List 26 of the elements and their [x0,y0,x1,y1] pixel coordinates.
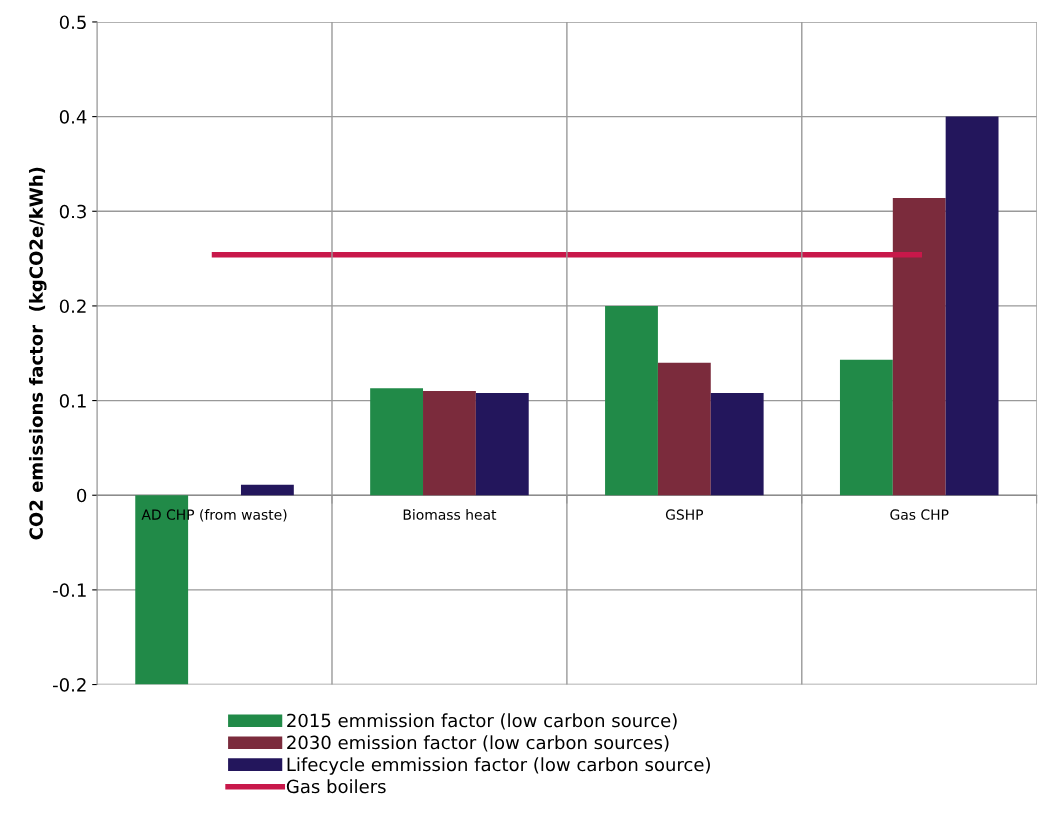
y-tick-label: 0.1 [59,394,86,408]
bar [839,359,893,496]
bar [423,391,476,496]
y-tick-label: 0.5 [59,15,86,30]
bar [710,393,764,496]
x-tick-label: Gas CHP [890,509,949,520]
y-tick-label: -0.1 [53,583,86,598]
y-tick-label: 0.3 [59,204,86,219]
bar [475,393,529,496]
legend-label: 2015 emmission factor (low carbon source) [287,713,677,730]
bar [370,388,424,496]
bar [892,198,946,496]
y-axis-title: CO2 emissions factor (kgCO2e/kWh) [28,167,47,540]
legend-label: Gas boilers [286,779,386,794]
bar [657,362,711,496]
bar [605,305,658,496]
legend-label: 2030 emission factor (low carbon sources) [287,735,669,752]
bar [945,116,999,496]
legend-label: Lifecycle emmission factor (low carbon source) [287,757,710,775]
y-tick-label: 0.4 [59,110,87,124]
bar [240,484,294,496]
y-tick-label: 0.2 [59,299,86,314]
x-tick-label: GSHP [665,509,704,520]
x-tick-label: Biomass heat [403,509,497,520]
y-tick-label: -0.2 [53,678,86,692]
y-tick-label: 0 [77,488,87,503]
